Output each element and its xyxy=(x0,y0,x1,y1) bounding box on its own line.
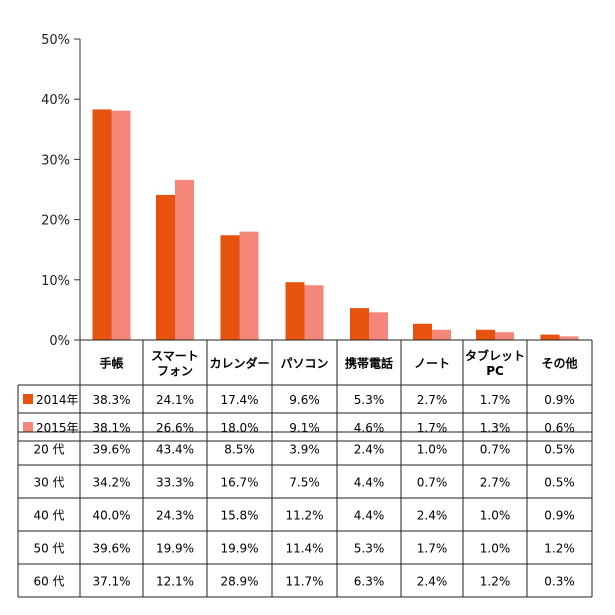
category-label: スマート xyxy=(151,349,199,363)
age-value-label: 0.5% xyxy=(544,443,575,457)
y-tick-label: 10% xyxy=(41,274,70,289)
value-label: 9.1% xyxy=(289,421,320,435)
bar-2014-4 xyxy=(350,308,369,340)
age-value-label: 39.6% xyxy=(92,443,130,457)
bar-2014-6 xyxy=(476,329,495,340)
age-value-label: 4.4% xyxy=(354,476,385,490)
age-group-label: 20 代 xyxy=(33,443,64,457)
value-label: 38.3% xyxy=(92,393,130,407)
category-label: 携帯電話 xyxy=(345,356,393,371)
series-name: 2014年 xyxy=(36,393,79,407)
age-value-label: 8.5% xyxy=(224,443,255,457)
age-value-label: 1.2% xyxy=(480,575,511,589)
age-value-label: 2.7% xyxy=(480,476,511,490)
bar-2015-5 xyxy=(432,329,451,340)
age-value-label: 40.0% xyxy=(92,509,130,523)
category-label: ノート xyxy=(414,357,450,371)
age-value-label: 6.3% xyxy=(354,575,385,589)
value-label: 2.7% xyxy=(417,393,448,407)
age-value-label: 34.2% xyxy=(92,476,130,490)
category-label: カレンダー xyxy=(209,356,269,371)
age-value-label: 11.2% xyxy=(285,509,323,523)
age-value-label: 33.3% xyxy=(156,476,194,490)
value-label: 17.4% xyxy=(220,393,258,407)
age-value-label: 39.6% xyxy=(92,542,130,556)
age-value-label: 15.8% xyxy=(220,509,258,523)
legend-swatch-2015 xyxy=(23,422,33,432)
category-label: 手帳 xyxy=(99,356,123,371)
y-tick-label: 20% xyxy=(41,214,70,229)
age-value-label: 2.4% xyxy=(417,575,448,589)
value-label: 24.1% xyxy=(156,393,194,407)
age-value-label: 28.9% xyxy=(220,575,258,589)
age-value-label: 3.9% xyxy=(289,443,320,457)
age-value-label: 16.7% xyxy=(220,476,258,490)
value-label: 0.9% xyxy=(544,393,575,407)
age-value-label: 37.1% xyxy=(92,575,130,589)
y-tick-label: 50% xyxy=(41,33,70,48)
value-label: 1.7% xyxy=(480,393,511,407)
bar-2014-5 xyxy=(413,323,432,340)
age-value-label: 19.9% xyxy=(220,542,258,556)
y-tick-label: 40% xyxy=(41,93,70,108)
bar-2015-6 xyxy=(495,332,514,340)
age-group-label: 30 代 xyxy=(33,476,64,490)
value-label: 1.3% xyxy=(480,421,511,435)
age-value-label: 11.4% xyxy=(285,542,323,556)
age-value-label: 5.3% xyxy=(354,542,385,556)
y-tick-label: 0% xyxy=(49,334,70,349)
bar-2015-4 xyxy=(369,312,388,340)
legend-swatch-2014 xyxy=(23,394,33,404)
value-label: 4.6% xyxy=(354,421,385,435)
value-label: 26.6% xyxy=(156,421,194,435)
bar-2015-1 xyxy=(175,179,194,340)
age-value-label: 1.7% xyxy=(417,542,448,556)
category-label: タブレット xyxy=(465,348,525,363)
category-label: PC xyxy=(486,364,504,378)
bar-2014-1 xyxy=(156,194,175,340)
bar-2015-0 xyxy=(111,110,131,340)
age-value-label: 19.9% xyxy=(156,542,194,556)
value-label: 9.6% xyxy=(289,393,320,407)
category-label: その他 xyxy=(541,356,577,371)
bar-2015-2 xyxy=(239,231,259,340)
value-label: 0.6% xyxy=(544,421,575,435)
age-value-label: 12.1% xyxy=(156,575,194,589)
age-value-label: 1.0% xyxy=(480,509,511,523)
age-value-label: 43.4% xyxy=(156,443,194,457)
bar-2014-7 xyxy=(540,334,560,340)
bar-2015-3 xyxy=(304,285,324,340)
age-value-label: 0.3% xyxy=(544,575,575,589)
age-value-label: 1.0% xyxy=(480,542,511,556)
age-value-label: 4.4% xyxy=(354,509,385,523)
age-group-label: 50 代 xyxy=(33,542,64,556)
age-value-label: 0.9% xyxy=(544,509,575,523)
age-group-label: 60 代 xyxy=(33,575,64,589)
bar-2014-2 xyxy=(220,235,240,340)
y-tick-label: 30% xyxy=(41,153,70,168)
bar-2014-3 xyxy=(285,282,305,340)
age-value-label: 1.0% xyxy=(417,443,448,457)
age-value-label: 1.2% xyxy=(544,542,575,556)
value-label: 18.0% xyxy=(220,421,258,435)
age-value-label: 7.5% xyxy=(289,476,320,490)
category-label: パソコン xyxy=(280,357,328,371)
age-value-label: 0.7% xyxy=(417,476,448,490)
age-value-label: 24.3% xyxy=(156,509,194,523)
age-value-label: 11.7% xyxy=(285,575,323,589)
value-label: 5.3% xyxy=(354,393,385,407)
age-value-label: 2.4% xyxy=(417,509,448,523)
value-label: 38.1% xyxy=(92,421,130,435)
value-label: 1.7% xyxy=(417,421,448,435)
age-value-label: 0.5% xyxy=(544,476,575,490)
age-group-label: 40 代 xyxy=(33,509,64,523)
bar-2015-7 xyxy=(559,336,579,340)
age-value-label: 0.7% xyxy=(480,443,511,457)
series-name: 2015年 xyxy=(36,421,79,435)
bar-2014-0 xyxy=(92,109,112,341)
age-value-label: 2.4% xyxy=(354,443,385,457)
category-label: フォン xyxy=(157,364,193,378)
